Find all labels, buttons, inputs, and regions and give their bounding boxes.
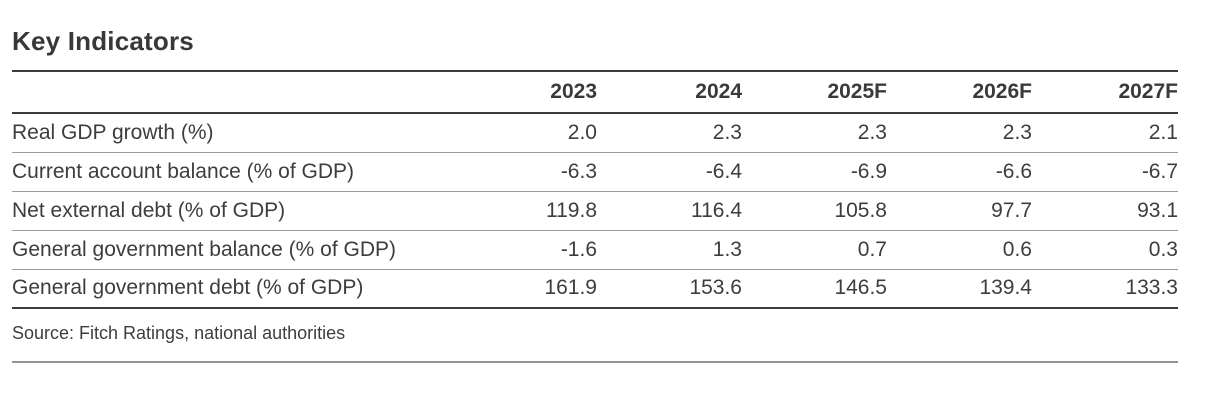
table-body: Real GDP growth (%) 2.0 2.3 2.3 2.3 2.1 … bbox=[12, 113, 1178, 309]
table-row-real-gdp-growth: Real GDP growth (%) 2.0 2.3 2.3 2.3 2.1 bbox=[12, 113, 1178, 153]
row-label: Net external debt (% of GDP) bbox=[12, 191, 452, 231]
cell-value: 133.3 bbox=[1032, 269, 1178, 309]
key-indicators-table: 2023 2024 2025F 2026F 2027F Real GDP gro… bbox=[12, 70, 1178, 309]
cell-value: -6.4 bbox=[597, 152, 742, 192]
row-label: Real GDP growth (%) bbox=[12, 113, 452, 153]
header-row: 2023 2024 2025F 2026F 2027F bbox=[12, 70, 1178, 114]
row-label: Current account balance (% of GDP) bbox=[12, 152, 452, 192]
cell-value: -6.7 bbox=[1032, 152, 1178, 192]
cell-value: 2.3 bbox=[742, 113, 887, 153]
row-label: General government debt (% of GDP) bbox=[12, 269, 452, 309]
cell-value: 2.1 bbox=[1032, 113, 1178, 153]
table-row-net-external-debt: Net external debt (% of GDP) 119.8 116.4… bbox=[12, 191, 1178, 231]
cell-value: 0.7 bbox=[742, 230, 887, 270]
header-year-2027f: 2027F bbox=[1032, 70, 1178, 114]
cell-value: 139.4 bbox=[887, 269, 1032, 309]
source-note: Source: Fitch Ratings, national authorit… bbox=[12, 323, 346, 343]
cell-value: 1.3 bbox=[597, 230, 742, 270]
cell-value: -6.9 bbox=[742, 152, 887, 192]
cell-value: 153.6 bbox=[597, 269, 742, 309]
cell-value: 119.8 bbox=[452, 191, 597, 231]
header-year-2024: 2024 bbox=[597, 70, 742, 114]
cell-value: 161.9 bbox=[452, 269, 597, 309]
cell-value: -1.6 bbox=[452, 230, 597, 270]
page-title: Key Indicators bbox=[12, 26, 194, 56]
cell-value: 116.4 bbox=[597, 191, 742, 231]
cell-value: 146.5 bbox=[742, 269, 887, 309]
table-header: 2023 2024 2025F 2026F 2027F bbox=[12, 70, 1178, 114]
cell-value: 0.3 bbox=[1032, 230, 1178, 270]
header-year-2023: 2023 bbox=[452, 70, 597, 114]
row-label: General government balance (% of GDP) bbox=[12, 230, 452, 270]
content-area: Key Indicators 2023 2024 2025F 2026F 202… bbox=[12, 26, 1178, 363]
cell-value: -6.6 bbox=[887, 152, 1032, 192]
cell-value: 105.8 bbox=[742, 191, 887, 231]
cell-value: 0.6 bbox=[887, 230, 1032, 270]
cell-value: 93.1 bbox=[1032, 191, 1178, 231]
cell-value: 97.7 bbox=[887, 191, 1032, 231]
table-row-general-government-balance: General government balance (% of GDP) -1… bbox=[12, 230, 1178, 270]
cell-value: 2.3 bbox=[887, 113, 1032, 153]
cell-value: 2.3 bbox=[597, 113, 742, 153]
header-year-2025f: 2025F bbox=[742, 70, 887, 114]
cell-value: 2.0 bbox=[452, 113, 597, 153]
table-row-general-government-debt: General government debt (% of GDP) 161.9… bbox=[12, 269, 1178, 309]
header-year-2026f: 2026F bbox=[887, 70, 1032, 114]
table-row-current-account-balance: Current account balance (% of GDP) -6.3 … bbox=[12, 152, 1178, 192]
bottom-divider bbox=[12, 361, 1178, 363]
cell-value: -6.3 bbox=[452, 152, 597, 192]
header-indicator-column bbox=[12, 70, 452, 114]
